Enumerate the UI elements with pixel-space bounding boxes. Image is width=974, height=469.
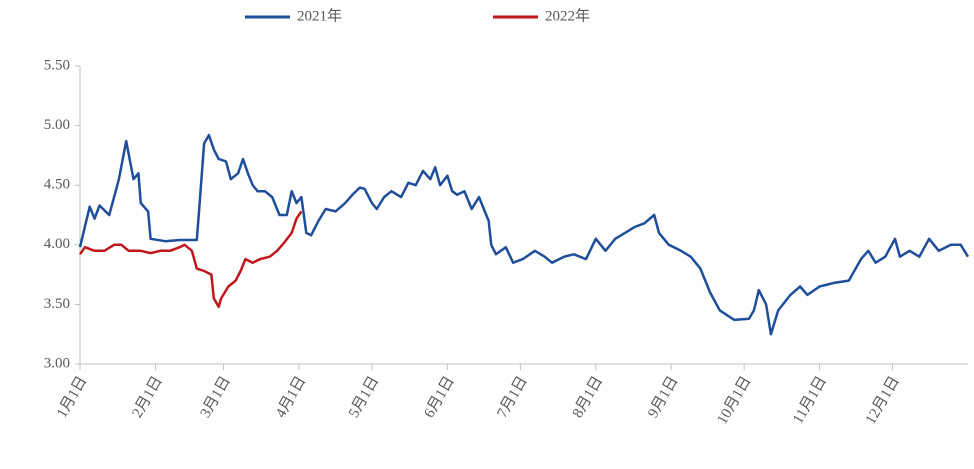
y-tick-label: 5.00	[44, 117, 70, 133]
legend-label: 2021年	[297, 7, 342, 24]
legend-label: 2022年	[545, 7, 590, 24]
x-tick-label: 1月1日	[54, 374, 90, 421]
y-tick-label: 4.50	[44, 177, 70, 193]
x-tick-label: 9月1日	[645, 374, 681, 421]
y-tick-label: 3.00	[44, 355, 70, 371]
x-tick-label: 4月1日	[273, 374, 309, 421]
y-tick-label: 4.00	[44, 236, 70, 252]
x-tick-label: 2月1日	[129, 374, 165, 421]
x-tick-label: 6月1日	[421, 374, 457, 421]
y-tick-label: 3.50	[44, 296, 70, 312]
x-tick-label: 10月1日	[715, 374, 755, 427]
series-line	[78, 133, 970, 336]
x-tick-label: 5月1日	[346, 374, 382, 421]
x-tick-label: 8月1日	[570, 374, 606, 421]
x-tick-label: 12月1日	[863, 374, 903, 427]
x-tick-label: 11月1日	[790, 374, 830, 427]
x-tick-label: 7月1日	[494, 374, 530, 421]
y-tick-label: 5.50	[44, 57, 70, 73]
x-tick-label: 3月1日	[198, 374, 234, 421]
series-line	[78, 210, 303, 309]
